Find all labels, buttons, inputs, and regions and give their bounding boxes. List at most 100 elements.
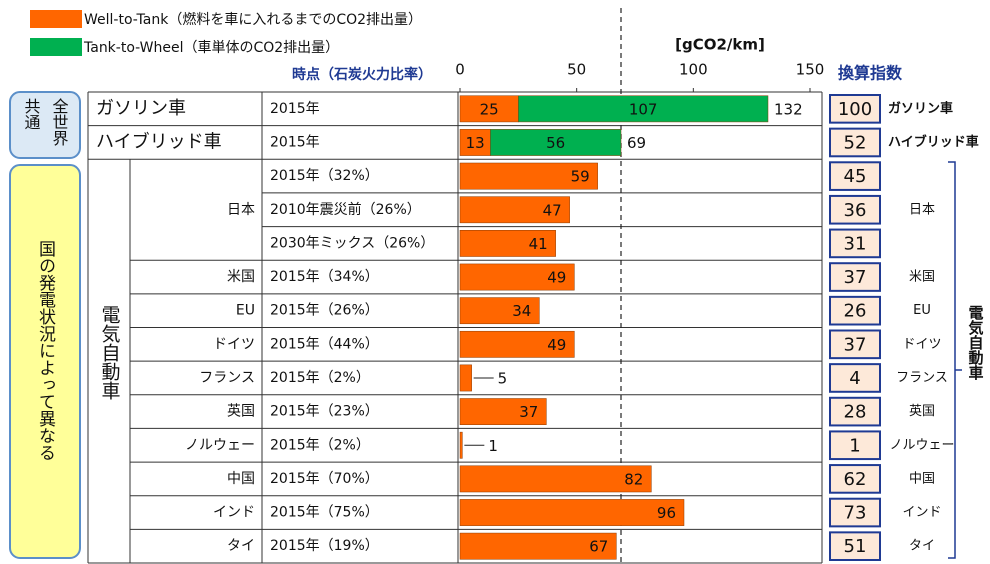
index-value: 45: [844, 166, 867, 187]
vehicle-label: ガソリン車: [96, 98, 186, 119]
index-box: [829, 329, 881, 360]
bar: [459, 465, 652, 493]
value-label: 49: [547, 269, 566, 287]
index-box: [829, 396, 881, 427]
value-label: 13: [466, 134, 485, 152]
country-label: フランス: [199, 370, 255, 386]
country-box: [9, 164, 81, 559]
index-value: 36: [844, 200, 867, 221]
country-label: ノルウェー: [185, 437, 255, 453]
bar: [518, 95, 769, 123]
index-box: [829, 497, 881, 528]
legend-swatch: [30, 38, 82, 56]
index-box: [829, 194, 881, 225]
bar: [459, 129, 491, 156]
legend-label: Tank-to-Wheel（車単体のCO2排出量）: [83, 39, 339, 56]
index-header: 換算指数: [838, 64, 903, 83]
value-label: 107: [629, 100, 658, 118]
time-label: 2015年（32%）: [270, 168, 379, 184]
time-label: 2015年（19%）: [270, 538, 379, 554]
index-value: 26: [844, 301, 867, 322]
ev-right-label: 電気自動車: [967, 305, 985, 381]
country-label: タイ: [227, 538, 255, 554]
index-label: ノルウェー: [889, 438, 954, 453]
bar: [459, 263, 575, 291]
x-tick-label: 150: [796, 61, 825, 79]
total-label: 132: [774, 100, 803, 118]
legend-label: Well-to-Tank（燃料を車に入れるまでのCO2排出量）: [84, 11, 422, 28]
country-label: 米国: [227, 269, 255, 285]
time-label: 2015年（70%）: [270, 471, 379, 487]
index-box: [829, 228, 881, 259]
index-value: 31: [844, 233, 867, 254]
index-label: ガソリン車: [888, 100, 953, 116]
x-tick-label: 0: [455, 61, 465, 79]
common-box: [9, 91, 81, 159]
index-value: 73: [844, 503, 867, 524]
time-label: 2015年（26%）: [270, 303, 379, 319]
index-label: 日本: [909, 202, 935, 217]
bar: [459, 95, 519, 123]
index-label: 米国: [909, 270, 935, 285]
index-value: 100: [838, 99, 872, 120]
index-box: [829, 127, 881, 158]
bar: [459, 398, 547, 425]
bar: [459, 499, 685, 526]
index-label: 中国: [909, 471, 935, 486]
index-value: 51: [844, 536, 867, 557]
time-label: 2015年（2%）: [270, 437, 370, 453]
index-box: [829, 430, 881, 461]
value-label: 59: [571, 168, 590, 186]
index-label: EU: [913, 303, 931, 318]
bar: [459, 532, 617, 560]
value-label: 67: [589, 538, 608, 556]
x-tick-label: 100: [679, 61, 708, 79]
index-box: [829, 531, 881, 561]
bar: [459, 196, 570, 224]
country-label: 中国: [227, 471, 255, 487]
value-label: 37: [519, 403, 538, 421]
index-box: [829, 363, 881, 393]
country-label: インド: [213, 505, 255, 521]
country-label: ドイツ: [213, 336, 255, 352]
index-box: [829, 464, 881, 494]
index-label: インド: [902, 505, 941, 520]
common-label: 共通: [22, 98, 41, 130]
time-label: 2010年震災前（26%）: [270, 201, 421, 218]
bar: [459, 364, 472, 392]
time-label: 2015年（44%）: [270, 336, 379, 352]
bar: [459, 230, 556, 257]
index-box: [829, 94, 881, 124]
bar: [459, 297, 540, 325]
index-value: 62: [844, 469, 867, 490]
ev-group-label: 電気自動車: [99, 305, 121, 400]
time-label: 2015年（34%）: [270, 269, 379, 285]
index-label: タイ: [909, 539, 935, 554]
value-label: 34: [512, 302, 531, 320]
legend-swatch: [30, 10, 82, 28]
index-label: 英国: [909, 404, 935, 419]
index-label: ドイツ: [902, 337, 941, 352]
time-header: 時点（石炭火力比率）: [292, 66, 432, 83]
index-label: フランス: [896, 370, 948, 385]
time-label: 2015年（2%）: [270, 370, 370, 386]
country-label: 英国: [227, 403, 255, 420]
ev-bracket: [948, 161, 962, 559]
country-group-label: 国の発電状況によって異なる: [35, 240, 56, 461]
vehicle-label: ハイブリッド車: [96, 130, 222, 152]
index-value: 4: [849, 368, 860, 389]
value-label: 1: [488, 437, 498, 455]
value-label: 41: [529, 235, 548, 253]
time-label: 2030年ミックス（26%）: [270, 235, 434, 251]
index-value: 52: [844, 132, 867, 153]
bar: [459, 431, 463, 459]
index-box: [829, 295, 881, 326]
index-value: 28: [844, 402, 867, 423]
index-value: 1: [849, 435, 860, 456]
index-value: 37: [844, 334, 867, 355]
index-box: [829, 262, 881, 292]
value-label: 25: [480, 100, 499, 118]
time-label: 2015年: [270, 101, 320, 117]
bar: [459, 330, 575, 358]
